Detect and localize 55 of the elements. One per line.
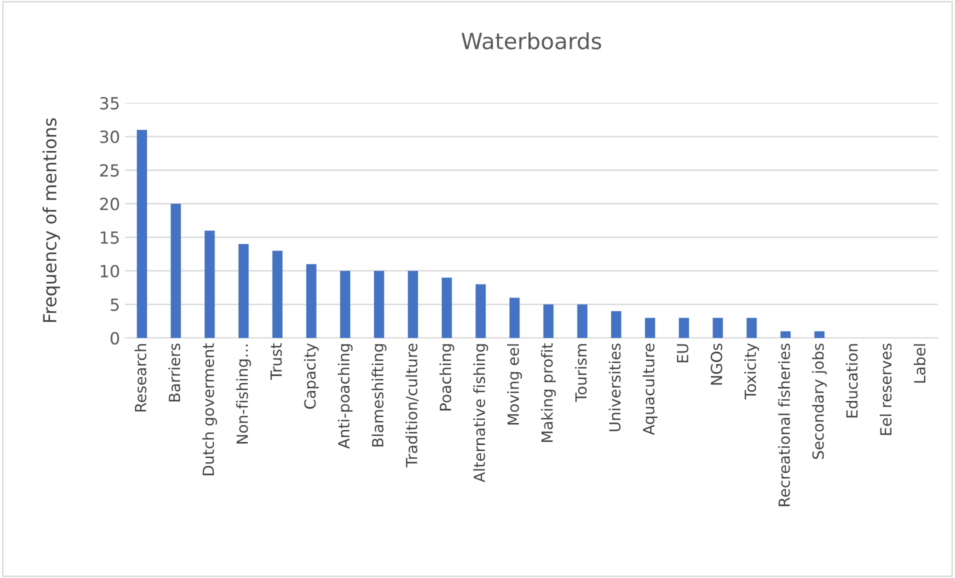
x-tick-label: Blameshifting <box>372 344 386 446</box>
x-tick-label: Moving eel <box>507 344 522 424</box>
bar <box>374 270 384 338</box>
y-tick-label: 30 <box>100 130 120 144</box>
x-tick-label: Poaching <box>439 344 454 410</box>
bar <box>814 331 825 338</box>
y-tick-label: 5 <box>110 298 119 311</box>
x-tick-label: Recreational fisheries <box>778 344 790 506</box>
x-tick-label: Non-fishing… <box>236 344 251 444</box>
bar <box>136 130 148 338</box>
x-tick-label: Aquaculture <box>642 344 658 436</box>
x-tick-label: Secondary jobs <box>812 344 827 459</box>
bar <box>306 264 316 338</box>
x-tick-label: Anti-poaching <box>338 344 353 449</box>
x-tick-label: Research <box>134 344 146 412</box>
chart-title: Waterboards <box>462 32 602 50</box>
x-tick-label: Alternative fishing <box>473 344 488 482</box>
x-tick-label: Eel reserves <box>880 344 892 435</box>
x-tick-label: Dutch goverment <box>202 343 218 476</box>
x-tick-label: Toxicity <box>744 343 760 400</box>
y-tick-label: 0 <box>110 332 120 345</box>
y-tick-label: 10 <box>100 264 120 278</box>
bar <box>780 331 791 338</box>
y-tick-label: 20 <box>100 198 120 210</box>
bar <box>644 318 656 338</box>
x-tick-label: Tourism <box>574 344 587 402</box>
bar <box>543 304 554 338</box>
bar <box>204 230 215 338</box>
y-tick-label: 25 <box>100 164 119 177</box>
bar <box>442 278 452 338</box>
bar <box>746 318 757 338</box>
x-tick-label: Barriers <box>168 344 180 402</box>
bar <box>611 311 622 338</box>
x-tick-label: Trust <box>270 343 282 380</box>
x-tick-label: Capacity <box>304 343 319 409</box>
bar <box>170 204 181 338</box>
x-tick-label: Education <box>846 344 858 418</box>
x-tick-label: Label <box>914 344 926 383</box>
bar <box>238 244 249 338</box>
bar <box>272 250 283 338</box>
bar <box>408 270 418 338</box>
y-tick-label: 35 <box>100 96 119 110</box>
y-tick-label: 15 <box>100 231 119 244</box>
bar <box>678 318 690 338</box>
bar <box>340 270 350 338</box>
x-tick-label: Making profit <box>541 343 556 442</box>
bar <box>476 284 486 338</box>
y-axis-title: Frequency of mentions <box>42 118 60 322</box>
bar <box>712 318 723 338</box>
x-tick-label: EU <box>677 344 688 362</box>
x-tick-label: Universities <box>608 344 621 432</box>
bar <box>509 298 520 338</box>
x-tick-label: NGOs <box>710 344 722 385</box>
bar <box>577 304 588 338</box>
x-tick-label: Tradition/culture <box>406 344 419 468</box>
